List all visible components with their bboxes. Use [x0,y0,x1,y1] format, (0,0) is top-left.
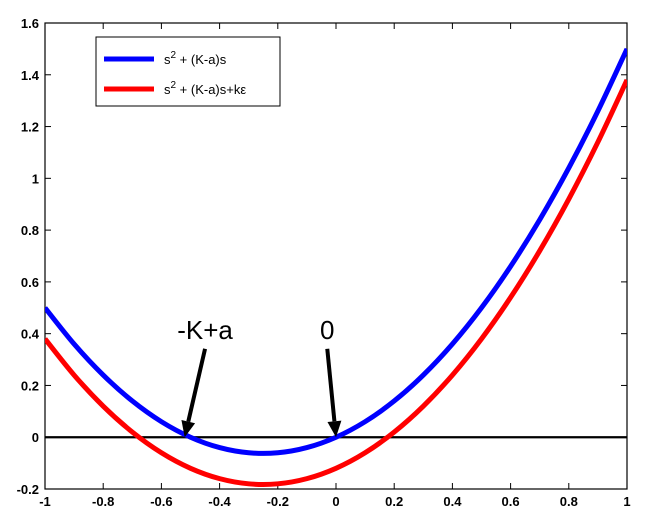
x-tick-label: -0.4 [208,494,231,509]
x-tick-label: 0.8 [560,494,578,509]
x-tick-label: 0.4 [443,494,462,509]
x-tick-label: -0.2 [267,494,289,509]
y-tick-label: 1 [32,171,39,186]
tick-labels: -1 -0.8 -0.6 -0.4 -0.2 0 0.2 0.4 0.6 0.8 1 -0.2 0 0.2… [17,16,631,509]
legend-box [95,36,281,107]
series-line-2 [45,78,627,487]
legend-label: s2 + (K-a)s+kε [164,80,246,97]
annotation-label: 0 [320,315,334,345]
y-tick-label: 0.4 [21,327,40,342]
annotation-label: -K+a [177,315,233,345]
y-tick-label: 1.4 [21,68,40,83]
x-tick-label: 0 [332,494,339,509]
x-tick-label: -0.6 [150,494,172,509]
y-tick-label: 1.2 [21,120,39,135]
x-tick-label: 0.6 [502,494,520,509]
annotation-arrowhead [327,420,342,438]
series-lines [45,47,627,487]
x-tick-label: -1 [39,494,51,509]
y-tick-label: 0.6 [21,275,39,290]
annotation-arrowhead [181,420,196,438]
annotations: -K+a 0 [177,315,342,438]
x-tick-label: 0.2 [385,494,403,509]
legend: s2 + (K-a)s s2 + (K-a)s+kε [95,36,281,107]
annotation-arrow [186,348,207,423]
series-line-1 [45,47,627,456]
y-tick-label: 0.8 [21,223,39,238]
y-tick-label: 0.2 [21,378,39,393]
legend-label: s2 + (K-a)s [164,50,227,67]
x-tick-label: 1 [623,494,630,509]
y-tick-label: 0 [32,430,39,445]
y-tick-label: -0.2 [17,482,39,497]
x-tick-label: -0.8 [92,494,114,509]
ticks [44,22,628,490]
y-tick-label: 1.6 [21,16,39,31]
annotation-arrow [325,348,337,422]
